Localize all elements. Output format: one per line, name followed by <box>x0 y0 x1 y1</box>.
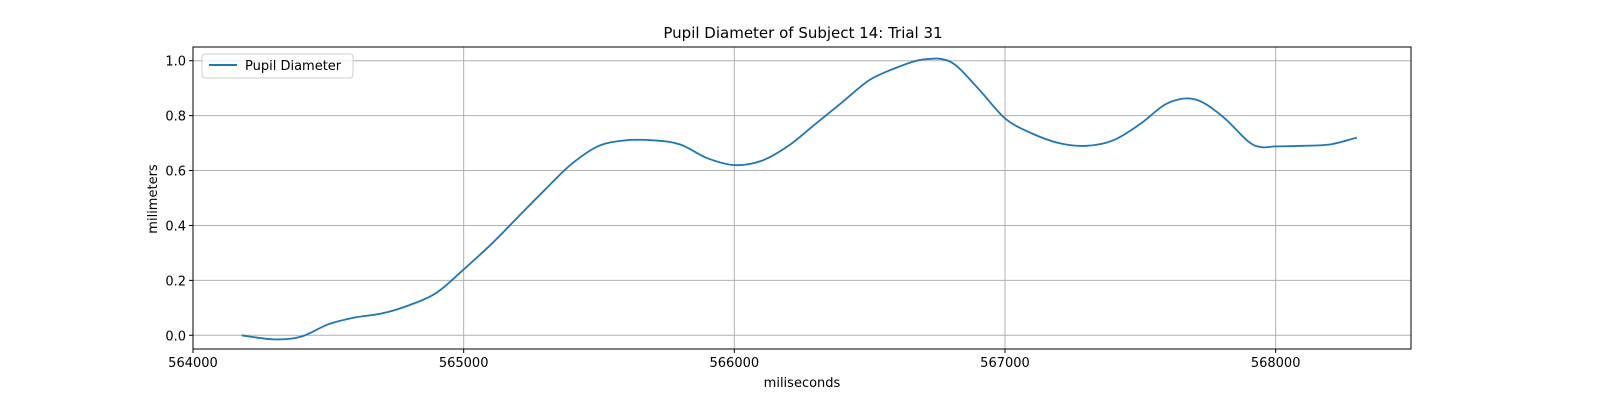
x-tick-label: 568000 <box>1251 356 1301 371</box>
legend: Pupil Diameter <box>201 53 354 79</box>
y-tick-label: 0.0 <box>165 329 186 344</box>
x-axis: 564000 565000 566000 567000 568000 <box>168 349 1300 371</box>
y-axis-label: milimeters <box>146 164 161 234</box>
legend-label: Pupil Diameter <box>245 59 342 74</box>
x-tick-label: 566000 <box>710 356 760 371</box>
y-tick-label: 0.4 <box>165 219 186 234</box>
legend-box <box>201 53 354 79</box>
y-tick-label: 0.8 <box>165 110 186 125</box>
y-tick-label: 1.0 <box>165 55 186 70</box>
y-tick-label: 0.6 <box>165 165 186 180</box>
x-tick-label: 565000 <box>439 356 489 371</box>
chart-title: Pupil Diameter of Subject 14: Trial 31 <box>663 24 942 42</box>
series-layer <box>241 57 1358 341</box>
plot-frame <box>192 46 1412 350</box>
x-tick-label: 567000 <box>980 356 1030 371</box>
y-axis: 0.0 0.2 0.4 0.6 0.8 1.0 <box>165 55 193 344</box>
x-tick-label: 564000 <box>168 356 218 371</box>
grid <box>192 47 1411 349</box>
x-axis-label: miliseconds <box>764 376 841 391</box>
series-line <box>241 57 1358 341</box>
y-tick-label: 0.2 <box>165 274 186 289</box>
